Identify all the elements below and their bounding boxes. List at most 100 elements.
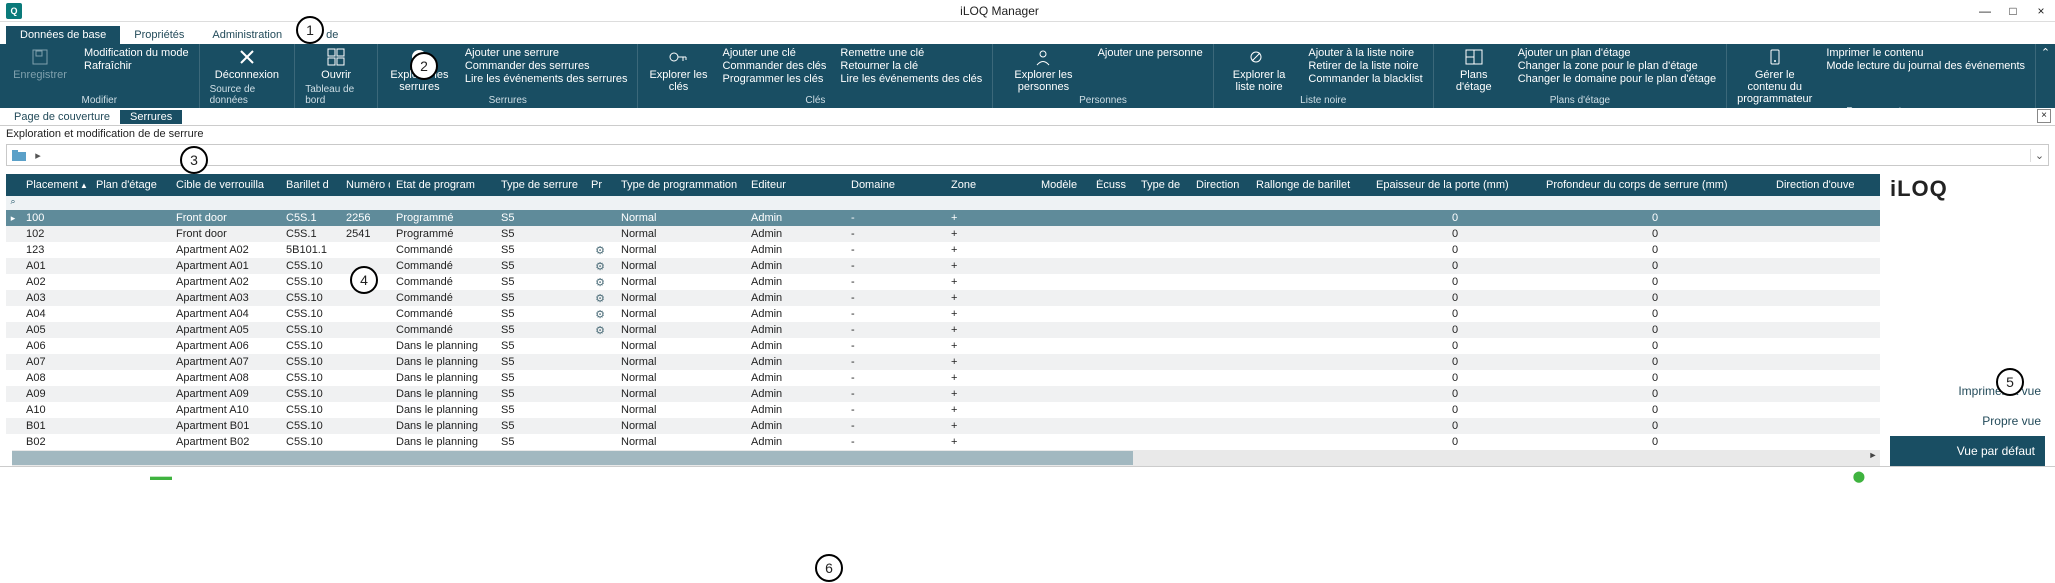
remettre-cle-button[interactable]: Remettre une clé xyxy=(840,47,982,59)
retirer-listenoire-button[interactable]: Retirer de la liste noire xyxy=(1308,60,1422,72)
explorer-listenoire-button[interactable]: Explorer la liste noire xyxy=(1224,47,1295,93)
col-modele[interactable]: Modèle xyxy=(1035,179,1090,191)
status-network-icon: ▬▬ xyxy=(150,471,172,483)
enregistrer-button[interactable]: Enregistrer xyxy=(10,47,70,81)
col-cible[interactable]: Cible de verrouilla xyxy=(170,179,280,191)
table-row[interactable]: A03Apartment A03C5S.10CommandéS5⚙NormalA… xyxy=(6,290,1880,306)
grid-header: Placement ▲ Plan d'étage Cible de verrou… xyxy=(6,174,1880,196)
table-row[interactable]: A02Apartment A02C5S.10CommandéS5⚙NormalA… xyxy=(6,274,1880,290)
ajouter-listenoire-button[interactable]: Ajouter à la liste noire xyxy=(1308,47,1422,59)
ajouter-cle-button[interactable]: Ajouter une clé xyxy=(722,47,826,59)
ribbon-group-tableau: Ouvrir Tableau de bord xyxy=(295,44,378,108)
lire-evenements-serrures-button[interactable]: Lire les événements des serrures xyxy=(465,73,628,85)
close-tab-button[interactable]: × xyxy=(2037,109,2051,123)
tab-administration[interactable]: Administration xyxy=(198,26,296,44)
table-row[interactable]: ▸100Front doorC5S.12256ProgramméS5Normal… xyxy=(6,210,1880,226)
table-row[interactable]: 123Apartment A025B101.1CommandéS5⚙Normal… xyxy=(6,242,1880,258)
close-button[interactable]: × xyxy=(2027,4,2055,18)
device-icon xyxy=(1765,47,1785,67)
gerer-programmateur-button[interactable]: Gérer le contenu du programmateur xyxy=(1737,47,1812,105)
lecture-journal-button[interactable]: Mode lecture du journal des événements xyxy=(1826,60,2025,72)
table-row[interactable]: B02Apartment B02C5S.10Dans le planningS5… xyxy=(6,434,1880,450)
group-label-tableau: Tableau de bord xyxy=(305,84,367,106)
col-ecuss[interactable]: Écuss xyxy=(1090,179,1135,191)
group-label-personnes: Personnes xyxy=(1079,95,1127,106)
explorer-personnes-button[interactable]: Explorer les personnes xyxy=(1003,47,1083,93)
group-label-modifier: Modifier xyxy=(81,95,117,106)
retourner-cle-button[interactable]: Retourner la clé xyxy=(840,60,982,72)
breadcrumb-dropdown[interactable]: ⌄ xyxy=(2030,149,2048,162)
vue-defaut-button[interactable]: Vue par défaut xyxy=(1890,436,2045,466)
table-row[interactable]: A07Apartment A07C5S.10Dans le planningS5… xyxy=(6,354,1880,370)
table-row[interactable]: A08Apartment A08C5S.10Dans le planningS5… xyxy=(6,370,1880,386)
save-icon xyxy=(30,47,50,67)
col-editeur[interactable]: Editeur xyxy=(745,179,845,191)
minimize-button[interactable]: — xyxy=(1971,4,1999,18)
ribbon-group-modifier: Enregistrer Modification du mode Rafraîc… xyxy=(0,44,200,108)
changer-zone-plan-button[interactable]: Changer la zone pour le plan d'étage xyxy=(1518,60,1716,72)
col-domaine[interactable]: Domaine xyxy=(845,179,945,191)
plans-etage-button[interactable]: Plans d'étage xyxy=(1444,47,1504,93)
table-row[interactable]: A09Apartment A09C5S.10Dans le planningS5… xyxy=(6,386,1880,402)
group-label-serrures: Serrures xyxy=(489,95,527,106)
maximize-button[interactable]: □ xyxy=(1999,4,2027,18)
ajouter-serrure-button[interactable]: Ajouter une serrure xyxy=(465,47,628,59)
col-typede[interactable]: Type de xyxy=(1135,179,1190,191)
horizontal-scrollbar[interactable]: ◄ ► xyxy=(12,450,1880,466)
col-direction[interactable]: Direction xyxy=(1190,179,1250,191)
ajouter-personne-button[interactable]: Ajouter une personne xyxy=(1098,47,1203,59)
ajouter-plan-button[interactable]: Ajouter un plan d'étage xyxy=(1518,47,1716,59)
callout-4: 4 xyxy=(350,266,378,294)
col-type[interactable]: Type de serrure xyxy=(495,179,585,191)
table-row[interactable]: A01Apartment A01C5S.10CommandéS5⚙NormalA… xyxy=(6,258,1880,274)
scroll-right-button[interactable]: ► xyxy=(1866,450,1880,466)
subtab-couverture[interactable]: Page de couverture xyxy=(4,110,120,124)
commander-blacklist-button[interactable]: Commander la blacklist xyxy=(1308,73,1422,85)
table-row[interactable]: B01Apartment B01C5S.10Dans le planningS5… xyxy=(6,418,1880,434)
grid-filter-row[interactable]: ⌕ xyxy=(6,196,1880,210)
close-icon xyxy=(237,47,257,67)
commander-serrures-button[interactable]: Commander des serrures xyxy=(465,60,628,72)
col-plan[interactable]: Plan d'étage xyxy=(90,179,170,191)
lire-evenements-cles-button[interactable]: Lire les événements des clés xyxy=(840,73,982,85)
col-pr[interactable]: Pr xyxy=(585,179,615,191)
ribbon-group-personnes: Explorer les personnes Ajouter une perso… xyxy=(993,44,1214,108)
col-profondeur[interactable]: Profondeur du corps de serrure (mm) xyxy=(1540,179,1770,191)
status-bar: ▬▬ ⬤ xyxy=(0,466,2055,486)
table-row[interactable]: A05Apartment A05C5S.10CommandéS5⚙NormalA… xyxy=(6,322,1880,338)
ouvrir-button[interactable]: Ouvrir xyxy=(306,47,366,81)
table-row[interactable]: A04Apartment A04C5S.10CommandéS5⚙NormalA… xyxy=(6,306,1880,322)
ribbon-collapse-button[interactable]: ⌃ xyxy=(2036,44,2055,108)
col-barillet[interactable]: Barillet d xyxy=(280,179,340,191)
subtab-serrures[interactable]: Serrures xyxy=(120,110,182,124)
callout-6: 6 xyxy=(815,554,843,582)
changer-domaine-plan-button[interactable]: Changer le domaine pour le plan d'étage xyxy=(1518,73,1716,85)
col-epaisseur[interactable]: Epaisseur de la porte (mm) xyxy=(1370,179,1540,191)
col-etat[interactable]: Etat de program xyxy=(390,179,495,191)
col-rallonge[interactable]: Rallonge de barillet xyxy=(1250,179,1370,191)
callout-3: 3 xyxy=(180,146,208,174)
propre-vue-button[interactable]: Propre vue xyxy=(1890,406,2045,436)
commander-cles-button[interactable]: Commander des clés xyxy=(722,60,826,72)
tab-proprietes[interactable]: Propriétés xyxy=(120,26,198,44)
scroll-thumb[interactable] xyxy=(12,451,1133,465)
col-numero[interactable]: Numéro d xyxy=(340,179,390,191)
table-row[interactable]: A10Apartment A10C5S.10Dans le planningS5… xyxy=(6,402,1880,418)
table-row[interactable]: 102Front doorC5S.12541ProgramméS5NormalA… xyxy=(6,226,1880,242)
rafraichir-button[interactable]: Rafraîchir xyxy=(84,60,189,72)
col-direction2[interactable]: Direction d'ouve xyxy=(1770,179,1880,191)
explorer-cles-button[interactable]: Explorer les clés xyxy=(648,47,708,93)
breadcrumb[interactable]: ▸ ⌄ xyxy=(6,144,2049,166)
status-shield-icon: ⬤ xyxy=(1853,470,1865,483)
deconnexion-button[interactable]: Déconnexion xyxy=(215,47,279,81)
modification-mode-button[interactable]: Modification du mode xyxy=(84,47,189,59)
col-typeprog[interactable]: Type de programmation xyxy=(615,179,745,191)
ribbon: Enregistrer Modification du mode Rafraîc… xyxy=(0,44,2055,108)
table-row[interactable]: A06Apartment A06C5S.10Dans le planningS5… xyxy=(6,338,1880,354)
tab-donnees-base[interactable]: Données de base xyxy=(6,26,120,44)
col-zone[interactable]: Zone xyxy=(945,179,1035,191)
col-placement[interactable]: Placement ▲ xyxy=(20,179,90,191)
imprimer-contenu-button[interactable]: Imprimer le contenu xyxy=(1826,47,2025,59)
key-icon xyxy=(668,47,688,67)
programmer-cles-button[interactable]: Programmer les clés xyxy=(722,73,826,85)
